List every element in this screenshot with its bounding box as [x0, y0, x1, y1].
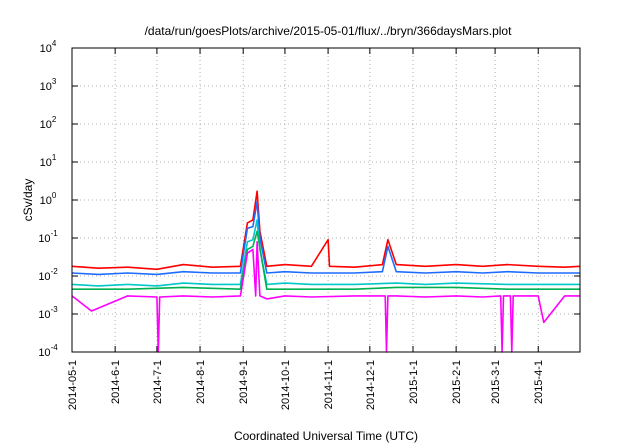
y-axis-label: cSv/day: [21, 179, 35, 222]
y-axis: 10-4 10-3 10-2 10-1 100 101 102 103 104: [38, 39, 580, 359]
x-axis: 2014-05-1 2014-6-1 2014-7-1 2014-8-1 2014-9-…: [67, 48, 545, 410]
y-tick-label: 102: [40, 115, 57, 131]
y-tick-label: 10-3: [38, 305, 58, 321]
y-tick-label: 100: [40, 191, 57, 207]
x-tick-label: 2014-10-1: [280, 360, 292, 410]
x-tick-label: 2014-05-1: [67, 360, 79, 410]
y-tick-label: 101: [40, 153, 57, 169]
grid-lines: [72, 48, 580, 352]
x-tick-label: 2015-4-1: [533, 360, 545, 404]
x-tick-label: 2015-1-1: [408, 360, 420, 404]
y-tick-label: 10-2: [38, 267, 58, 283]
chart-title: /data/run/goesPlots/archive/2015-05-01/f…: [145, 24, 513, 38]
series-line: [71, 190, 581, 271]
series-line: [71, 200, 580, 276]
y-tick-label: 10-1: [38, 229, 58, 245]
x-tick-label: 2015-3-1: [490, 360, 502, 404]
x-tick-label: 2014-9-1: [238, 360, 250, 404]
y-tick-label: 10-4: [38, 343, 58, 359]
x-tick-label: 2015-2-1: [451, 360, 463, 404]
x-tick-label: 2014-12-1: [365, 360, 377, 410]
x-tick-label: 2014-11-1: [323, 360, 335, 409]
x-tick-label: 2014-8-1: [195, 360, 207, 404]
x-axis-label: Coordinated Universal Time (UTC): [234, 429, 418, 443]
series-group: [71, 190, 581, 353]
y-tick-label: 104: [40, 39, 57, 55]
series-line: [71, 240, 580, 353]
x-tick-label: 2014-6-1: [110, 360, 122, 404]
series-line: [72, 230, 580, 291]
y-tick-label: 103: [40, 77, 57, 93]
x-tick-label: 2014-7-1: [152, 360, 164, 404]
